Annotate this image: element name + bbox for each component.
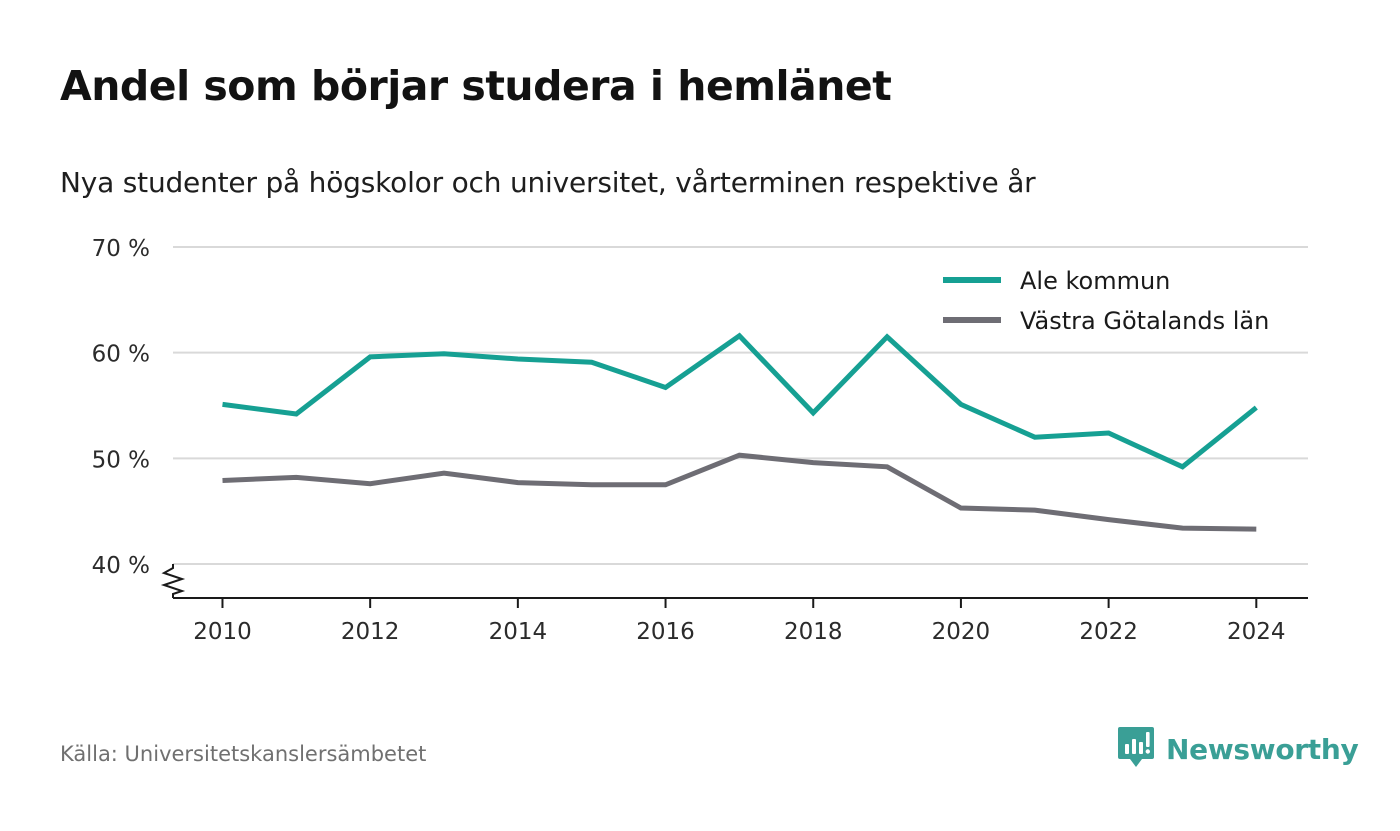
axes: 40 % 50 % 60 % 70 % 2010 2012 2014 2016 2018 2020… — [92, 236, 1308, 645]
x-tick-label: 2020 — [932, 619, 991, 645]
y-tick-label: 70 % — [92, 236, 150, 262]
legend-label-1: Ale kommun — [1020, 267, 1170, 295]
series-lines — [222, 332, 1258, 532]
x-tick-label: 2010 — [193, 619, 252, 645]
brand-name: Newsworthy — [1166, 732, 1359, 766]
x-tick-label: 2024 — [1227, 619, 1286, 645]
legend: Ale kommun Västra Götalands län — [943, 267, 1269, 335]
source-note: Källa: Universitetskanslersämbetet — [60, 742, 427, 766]
line-chart: 40 % 50 % 60 % 70 % 2010 2012 2014 2016 2018 2020… — [92, 236, 1308, 645]
brand-logo: Newsworthy — [1118, 727, 1359, 771]
series-line-1 — [222, 332, 1258, 470]
chart-subtitle: Nya studenter på högskolor och universit… — [60, 166, 1036, 199]
y-axis-break-icon — [160, 564, 186, 598]
newsworthy-logo-icon — [1118, 727, 1154, 767]
x-tick-label: 2018 — [784, 619, 843, 645]
x-tick-label: 2014 — [489, 619, 548, 645]
chart-title: Andel som börjar studera i hemlänet — [60, 62, 892, 110]
x-tick-label: 2016 — [636, 619, 695, 645]
y-tick-label: 50 % — [92, 447, 150, 473]
series-line-2 — [222, 452, 1257, 532]
y-tick-label: 40 % — [92, 553, 150, 579]
x-tick-label: 2012 — [341, 619, 400, 645]
gridlines — [173, 246, 1308, 565]
y-tick-label: 60 % — [92, 342, 150, 368]
legend-label-2: Västra Götalands län — [1020, 307, 1269, 335]
x-tick-label: 2022 — [1079, 619, 1138, 645]
